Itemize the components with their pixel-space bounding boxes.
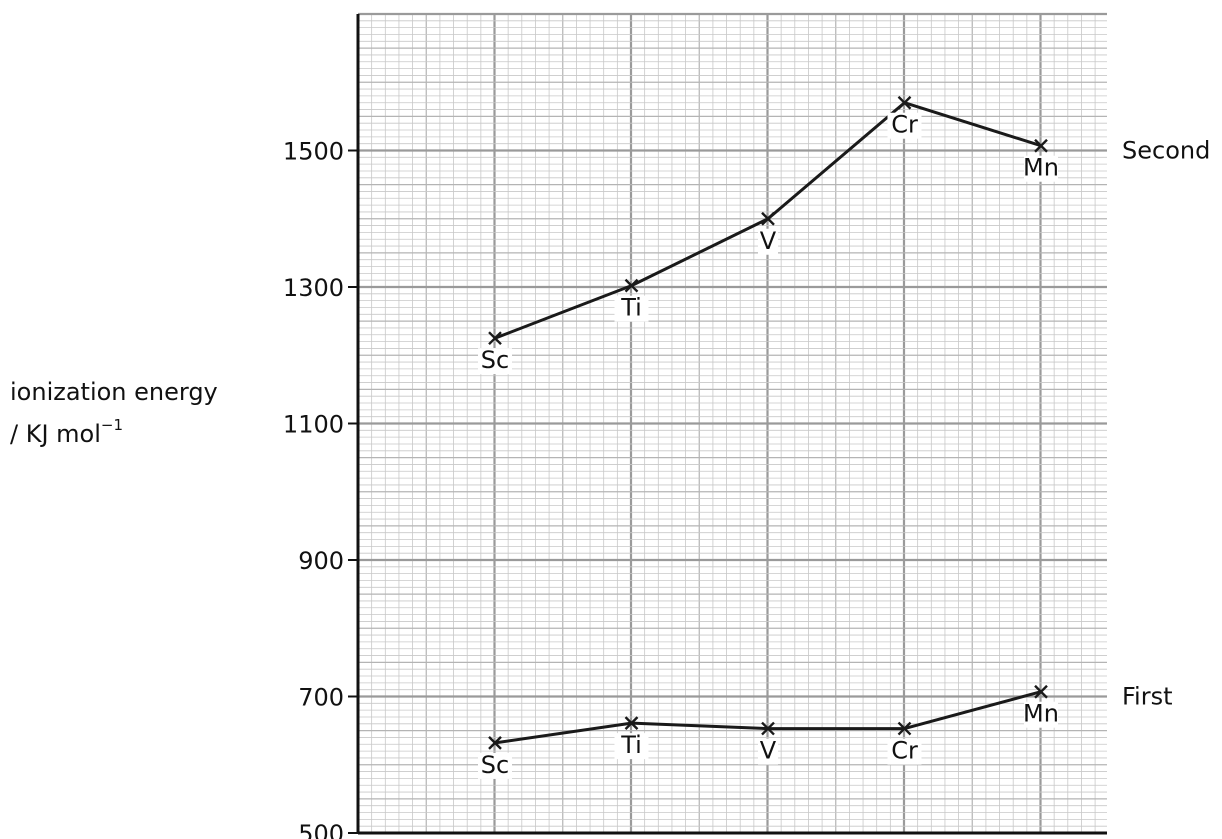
y-tick-label: 900 bbox=[298, 547, 344, 575]
data-point-marker bbox=[488, 331, 502, 346]
y-axis-label-unit: / KJ mol bbox=[10, 420, 101, 448]
series-layer: Sc Ti V Cr Mn Second Sc Ti V Cr Mn First bbox=[478, 95, 1210, 779]
series-first: Sc Ti V Cr Mn First bbox=[478, 683, 1173, 779]
marker-stroke bbox=[488, 331, 502, 346]
point-label-background bbox=[887, 112, 922, 139]
marker-stroke bbox=[624, 278, 639, 293]
y-axis-label-line1: ionization energy bbox=[10, 378, 218, 406]
point-label-background bbox=[758, 228, 778, 255]
point-label-background bbox=[1024, 701, 1058, 728]
y-axis-label-line2: / KJ mol−1 bbox=[10, 416, 123, 448]
point-label-ti: Ti bbox=[620, 731, 642, 759]
data-point-marker bbox=[624, 278, 639, 293]
point-label-background bbox=[614, 295, 649, 322]
point-label-background bbox=[1024, 155, 1058, 182]
y-tick-label: 500 bbox=[298, 820, 344, 839]
y-tick-label: 1500 bbox=[283, 138, 344, 166]
marker-stroke bbox=[761, 211, 775, 226]
y-axis-label: ionization energy / KJ mol−1 bbox=[10, 378, 225, 448]
marker-stroke bbox=[897, 721, 912, 736]
data-point-marker bbox=[761, 721, 775, 736]
data-point-marker bbox=[1034, 138, 1048, 153]
point-label-cr: Cr bbox=[891, 737, 918, 765]
point-label-sc: Sc bbox=[481, 346, 509, 374]
point-label-mn: Mn bbox=[1023, 700, 1059, 728]
marker-stroke bbox=[1034, 684, 1048, 699]
y-tick-label: 1100 bbox=[283, 411, 344, 439]
y-tick-labels: 500 700 900 1100 1300 1500 bbox=[283, 138, 358, 839]
data-point-marker bbox=[488, 736, 502, 750]
point-label-v: V bbox=[760, 227, 777, 255]
point-label-ti: Ti bbox=[620, 294, 642, 322]
marker-stroke bbox=[1034, 138, 1048, 153]
point-label-background bbox=[614, 733, 649, 760]
series-name-first: First bbox=[1122, 683, 1173, 711]
series-second: Sc Ti V Cr Mn Second bbox=[478, 95, 1210, 375]
point-label-mn: Mn bbox=[1023, 154, 1059, 182]
marker-stroke bbox=[488, 736, 502, 750]
point-label-v: V bbox=[760, 737, 777, 765]
point-label-background bbox=[478, 348, 512, 375]
data-point-marker bbox=[624, 716, 639, 730]
grid bbox=[356, 12, 1107, 835]
series-name-second: Second bbox=[1122, 137, 1210, 165]
y-tick-label: 700 bbox=[298, 684, 344, 712]
data-point-marker bbox=[897, 721, 912, 736]
point-label-background bbox=[758, 738, 778, 765]
point-label-background bbox=[478, 752, 512, 779]
point-label-background bbox=[887, 738, 922, 765]
y-tick-label: 1300 bbox=[283, 274, 344, 302]
point-label-cr: Cr bbox=[891, 111, 918, 139]
data-point-marker bbox=[1034, 684, 1048, 699]
point-label-sc: Sc bbox=[481, 751, 509, 779]
y-axis-label-superscript: −1 bbox=[101, 416, 123, 434]
data-point-marker bbox=[761, 211, 775, 226]
marker-stroke bbox=[624, 716, 639, 730]
marker-stroke bbox=[761, 721, 775, 736]
marker-stroke bbox=[897, 95, 912, 110]
data-point-marker bbox=[897, 95, 912, 110]
